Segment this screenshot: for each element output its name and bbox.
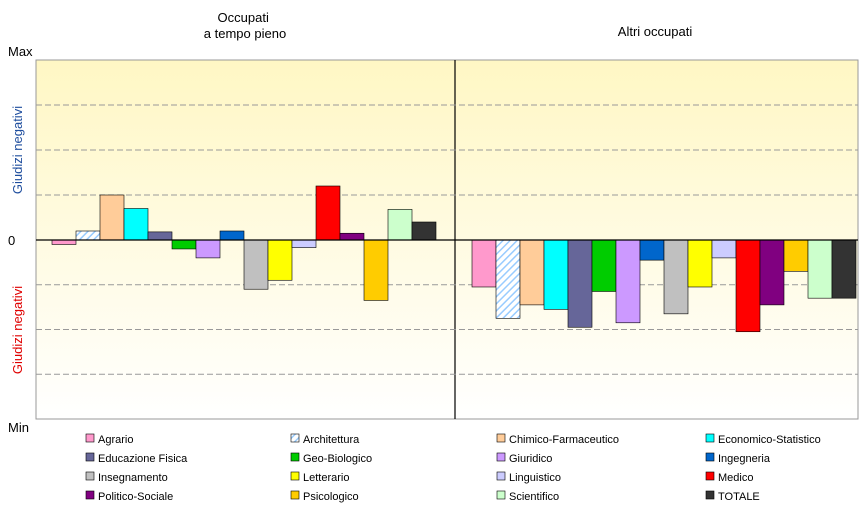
bar-giuridico-s2 xyxy=(615,239,641,324)
legend-label: Economico-Statistico xyxy=(718,434,821,446)
legend-label: Ingegneria xyxy=(718,453,771,465)
bar-ingegneria-s1 xyxy=(219,230,245,241)
bar-insegnamento-s1 xyxy=(243,239,269,290)
bar-chimico-farmaceutico-s2 xyxy=(519,239,545,306)
legend-swatch xyxy=(705,490,715,500)
bar-insegnamento-s2 xyxy=(663,239,689,315)
legend-swatch xyxy=(290,452,300,462)
legend-swatch xyxy=(496,433,506,443)
legend-label: Scientifico xyxy=(509,491,559,503)
legend-swatch xyxy=(705,433,715,443)
legend-label: Educazione Fisica xyxy=(98,453,188,465)
y-tick-min: Min xyxy=(8,420,29,435)
legend-swatch xyxy=(290,433,300,443)
legend-swatch xyxy=(496,490,506,500)
bar-totale-s2 xyxy=(831,239,857,299)
legend: Agrario Architettura Chimico-Farmaceutico E… xyxy=(85,433,821,503)
y-label-negative: Giudizi negativi xyxy=(10,286,25,374)
legend-label: Linguistico xyxy=(509,472,561,484)
bar-letterario-s2 xyxy=(687,239,713,288)
bar-medico-s1 xyxy=(315,185,341,241)
legend-label: Letterario xyxy=(303,472,349,484)
bar-economico-statistico-s2 xyxy=(543,239,569,310)
legend-label: Geo-Biologico xyxy=(303,453,372,465)
gridlines xyxy=(36,104,858,375)
bar-giuridico-s1 xyxy=(195,239,221,259)
legend-swatch xyxy=(85,490,95,500)
bar-educazione-fisica-s1 xyxy=(147,231,173,241)
bar-totale-s1 xyxy=(411,221,437,241)
y-label-positive: Giudizi negativi xyxy=(10,106,25,194)
legend-label: Architettura xyxy=(303,434,360,446)
legend-label: Medico xyxy=(718,472,753,484)
bar-letterario-s1 xyxy=(267,239,293,281)
legend-label: Giuridico xyxy=(509,453,552,465)
legend-swatch xyxy=(705,452,715,462)
bar-economico-statistico-s1 xyxy=(123,208,149,241)
bar-agrario-s1 xyxy=(51,239,77,245)
legend-swatch xyxy=(496,471,506,481)
legend-label: Chimico-Farmaceutico xyxy=(509,434,619,446)
bar-linguistico-s2 xyxy=(711,239,737,259)
bar-linguistico-s1 xyxy=(291,239,317,248)
panel-title-left: Occupati a tempo pieno xyxy=(204,10,286,41)
legend-swatch xyxy=(85,452,95,462)
bar-ingegneria-s2 xyxy=(639,239,665,261)
y-tick-zero: 0 xyxy=(8,233,15,248)
bar-geo-biologico-s1 xyxy=(171,239,197,250)
bar-chimico-farmaceutico-s1 xyxy=(99,194,125,241)
bar-psicologico-s2 xyxy=(783,239,809,272)
bar-educazione-fisica-s2 xyxy=(567,239,593,328)
bar-psicologico-s1 xyxy=(363,239,389,301)
panel-title-right: Altri occupati xyxy=(618,24,693,39)
bar-politico-sociale-s2 xyxy=(759,239,785,306)
bar-geo-biologico-s2 xyxy=(591,239,617,292)
legend-label: Insegnamento xyxy=(98,472,168,484)
legend-label: Agrario xyxy=(98,434,133,446)
bar-agrario-s2 xyxy=(471,239,497,288)
legend-swatch xyxy=(290,490,300,500)
bars xyxy=(51,185,857,333)
y-tick-max: Max xyxy=(8,44,33,59)
legend-swatch xyxy=(496,452,506,462)
legend-label: Psicologico xyxy=(303,491,359,503)
bar-medico-s2 xyxy=(735,239,761,333)
bar-scientifico-s2 xyxy=(807,239,833,299)
bar-architettura-s2 xyxy=(495,239,521,319)
legend-swatch xyxy=(705,471,715,481)
legend-swatch xyxy=(85,433,95,443)
bar-architettura-s1 xyxy=(75,230,101,241)
legend-label: Politico-Sociale xyxy=(98,491,173,503)
bar-scientifico-s1 xyxy=(387,209,413,241)
legend-swatch xyxy=(290,471,300,481)
legend-swatch xyxy=(85,471,95,481)
legend-label: TOTALE xyxy=(718,491,760,503)
bar-politico-sociale-s1 xyxy=(339,232,365,241)
